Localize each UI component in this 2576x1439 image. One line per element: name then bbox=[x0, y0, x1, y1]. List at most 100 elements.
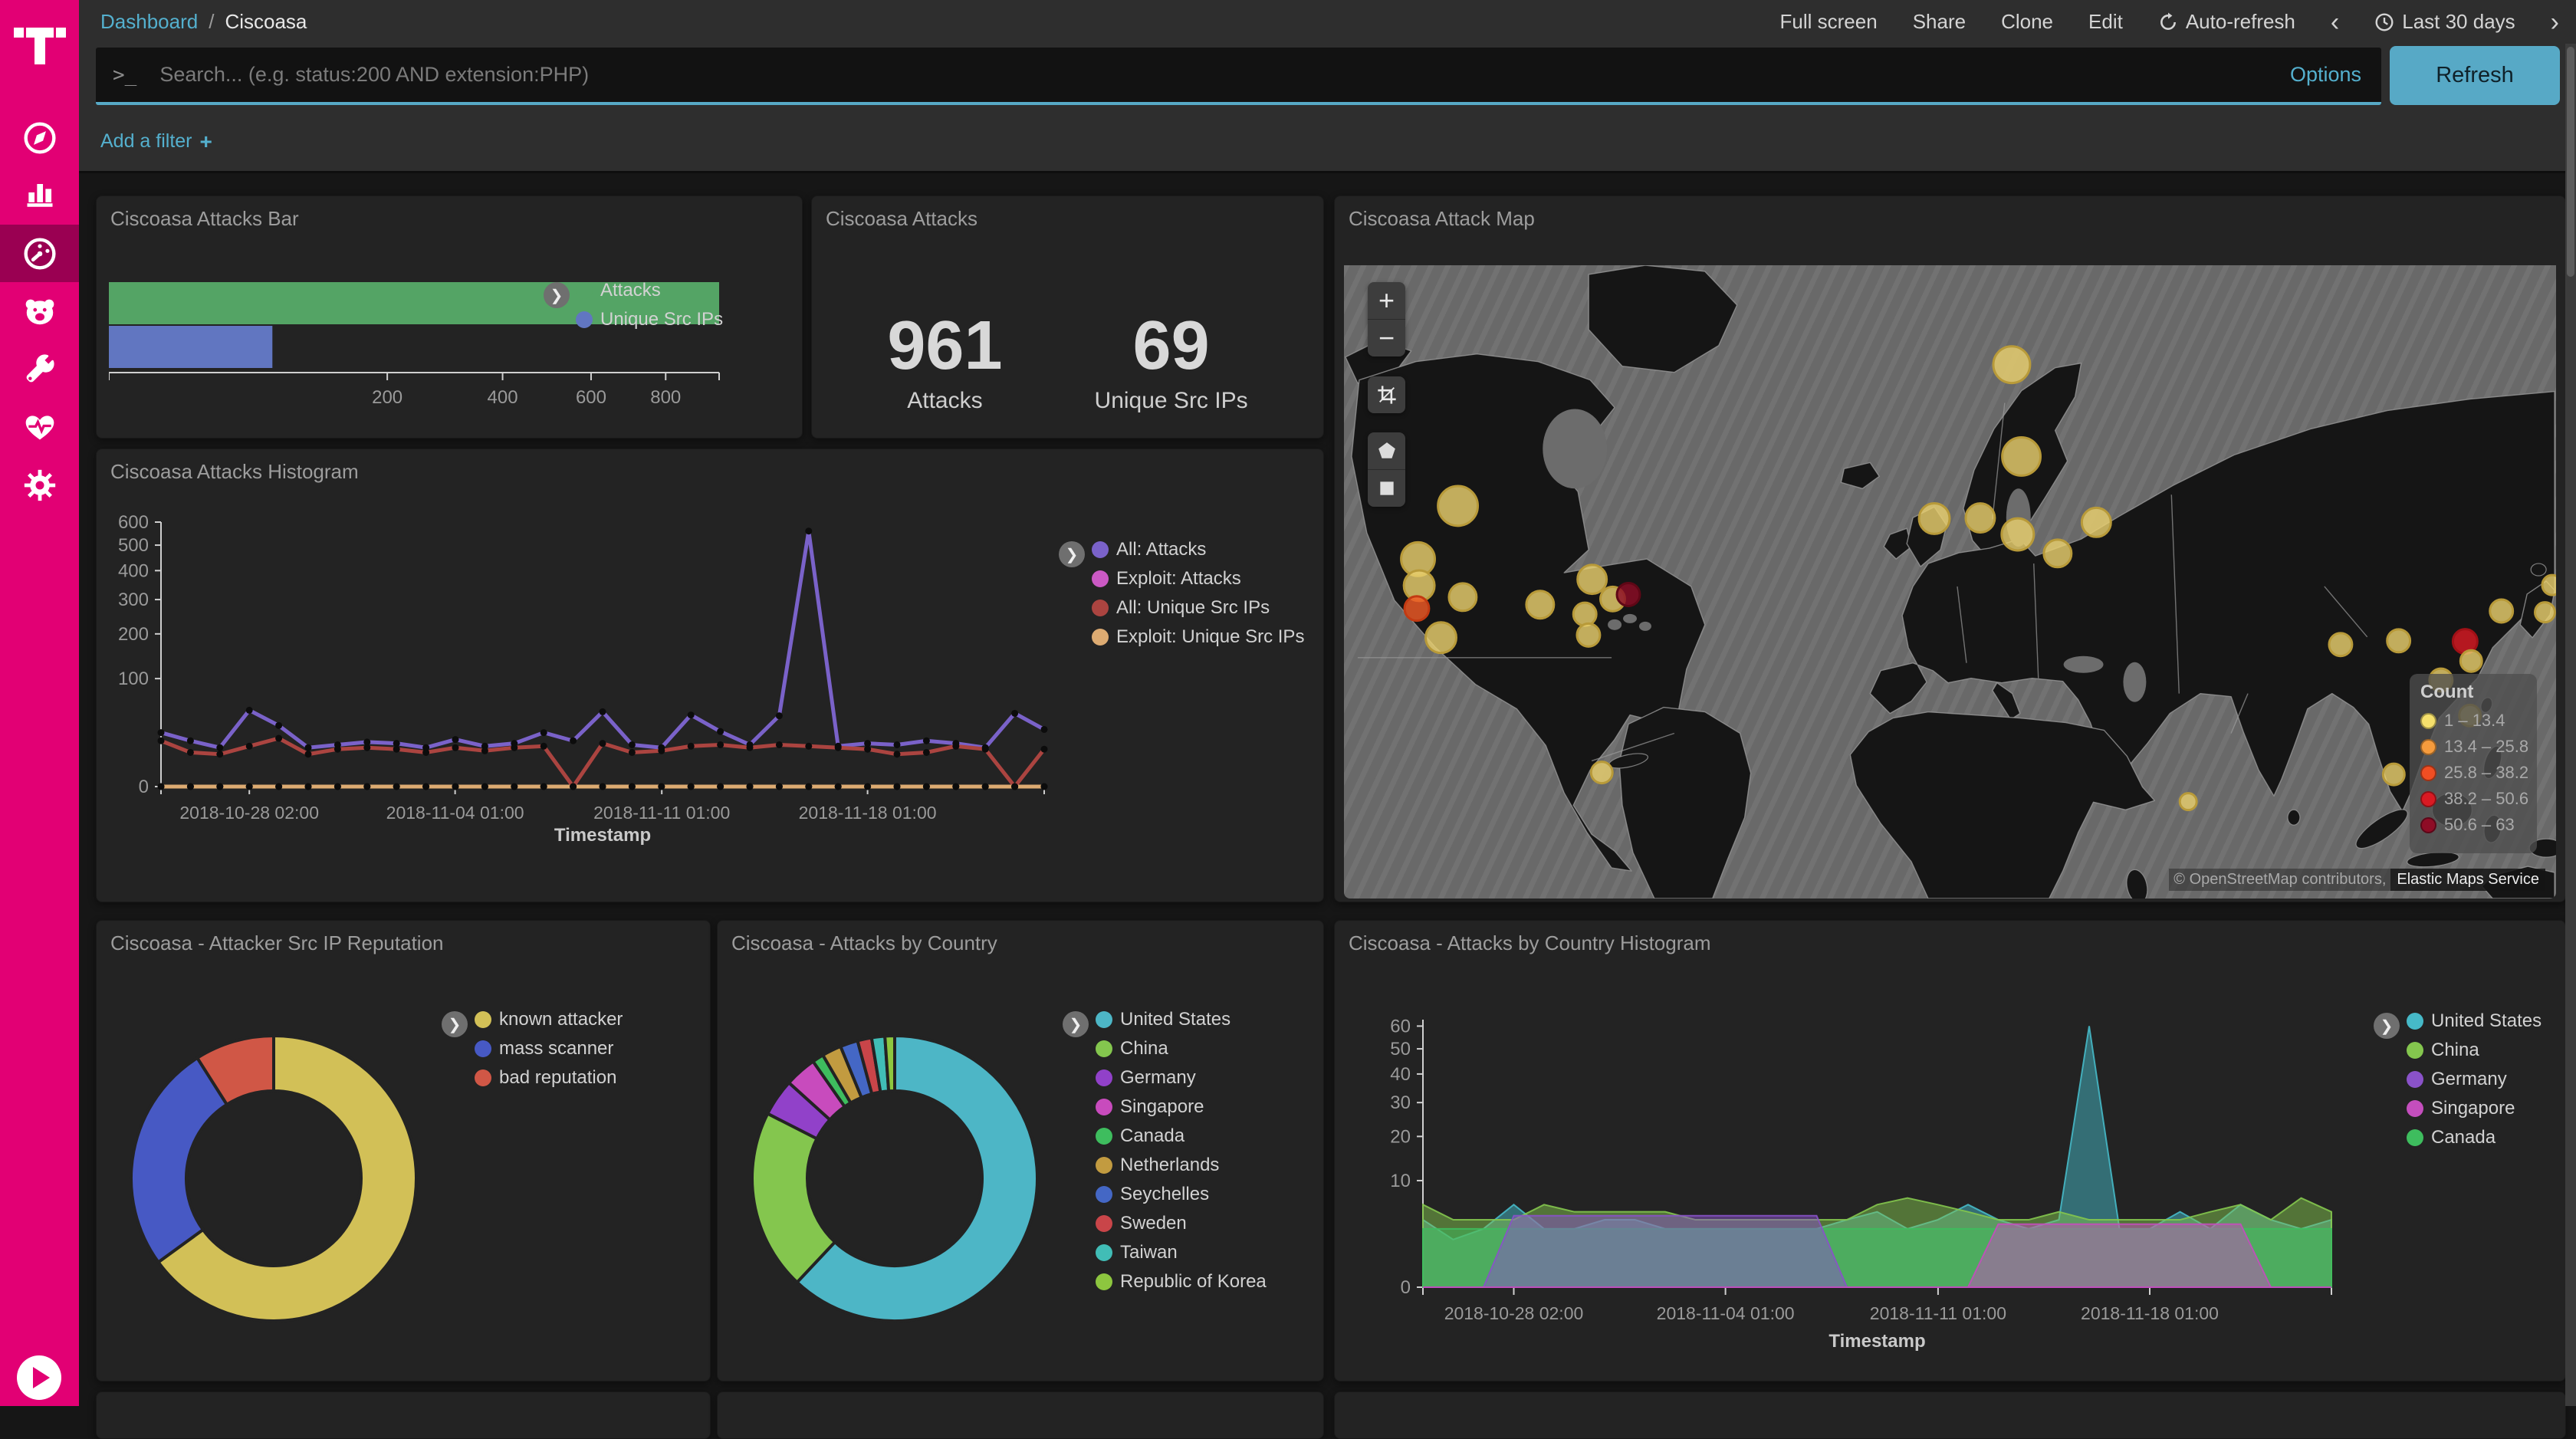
sidebar-item-dashboard[interactable] bbox=[0, 225, 79, 282]
legend-item[interactable]: Canada bbox=[1096, 1122, 1267, 1151]
donut-slice-known attacker[interactable] bbox=[156, 1033, 418, 1322]
attacks-bar-chart[interactable]: 200 400 600 800 bbox=[109, 273, 745, 419]
attack-bubble[interactable] bbox=[2541, 573, 2556, 596]
legend-toggle-icon[interactable]: ❯ bbox=[544, 282, 570, 308]
sidebar-item-apm[interactable] bbox=[0, 282, 79, 340]
legend-toggle-icon[interactable]: ❯ bbox=[1059, 541, 1085, 567]
legend-item[interactable]: Singapore bbox=[1096, 1092, 1267, 1122]
legend-item[interactable]: United States bbox=[2407, 1007, 2542, 1036]
donut-slice-China[interactable] bbox=[751, 1111, 837, 1285]
time-back-button[interactable]: ‹ bbox=[2330, 7, 2340, 37]
full-screen-button[interactable]: Full screen bbox=[1779, 10, 1878, 33]
attack-bubble[interactable] bbox=[2386, 628, 2412, 654]
legend-item[interactable]: China bbox=[2407, 1036, 2542, 1065]
legend-swatch bbox=[2407, 1129, 2423, 1146]
sidebar-item-discover[interactable] bbox=[0, 109, 79, 166]
attack-bubble[interactable] bbox=[1589, 761, 1614, 785]
search-input[interactable]: >_ Search... (e.g. status:200 AND extens… bbox=[96, 48, 2381, 105]
attack-bubble[interactable] bbox=[1424, 621, 1457, 655]
bar-Unique Src IPs[interactable] bbox=[109, 326, 273, 368]
attack-bubble[interactable] bbox=[2381, 762, 2406, 787]
sidebar-item-dev-tools[interactable] bbox=[0, 340, 79, 397]
sidebar-collapse-button[interactable] bbox=[17, 1355, 61, 1400]
attack-bubble[interactable] bbox=[1964, 502, 1996, 534]
legend-item[interactable]: Exploit: Unique Src IPs bbox=[1092, 623, 1304, 652]
donut-slice-mass scanner[interactable] bbox=[130, 1056, 229, 1265]
attack-bubble[interactable] bbox=[1615, 582, 1641, 607]
legend-item[interactable]: China bbox=[1096, 1034, 1267, 1063]
country-donut-chart[interactable] bbox=[725, 944, 1078, 1373]
t-mobile-logo-icon[interactable] bbox=[0, 11, 79, 77]
share-button[interactable]: Share bbox=[1912, 10, 1967, 33]
time-forward-button[interactable]: › bbox=[2550, 7, 2559, 37]
fit-data-bounds-button[interactable] bbox=[1368, 376, 1405, 413]
legend-item[interactable]: Singapore bbox=[2407, 1094, 2542, 1123]
legend-toggle-icon[interactable]: ❯ bbox=[1063, 1011, 1089, 1037]
attack-bubble[interactable] bbox=[1525, 590, 1556, 620]
osm-attribution[interactable]: © OpenStreetMap contributors, bbox=[2169, 869, 2391, 891]
zoom-out-button[interactable]: − bbox=[1368, 320, 1405, 356]
legend-item[interactable]: Republic of Korea bbox=[1096, 1267, 1267, 1296]
legend-item[interactable]: bad reputation bbox=[475, 1063, 623, 1092]
donut-slice-Republic of Korea[interactable] bbox=[883, 1033, 896, 1093]
attack-bubble[interactable] bbox=[2000, 517, 2036, 552]
legend-item[interactable]: All: Unique Src IPs bbox=[1092, 593, 1304, 623]
time-range-button[interactable]: Last 30 days bbox=[2374, 10, 2515, 34]
attack-bubble[interactable] bbox=[2534, 601, 2556, 624]
legend-item[interactable]: mass scanner bbox=[475, 1034, 623, 1063]
draw-polygon-button[interactable] bbox=[1368, 432, 1405, 470]
legend-item[interactable]: All: Attacks bbox=[1092, 535, 1304, 564]
legend-item[interactable]: Canada bbox=[2407, 1123, 2542, 1152]
legend-item[interactable]: Germany bbox=[2407, 1065, 2542, 1094]
legend-item[interactable]: Attacks bbox=[576, 276, 723, 305]
legend-item[interactable]: United States bbox=[1096, 1005, 1267, 1034]
attack-bubble[interactable] bbox=[1917, 501, 1951, 535]
attack-bubble[interactable] bbox=[1572, 601, 1598, 627]
query-options-link[interactable]: Options bbox=[2289, 63, 2361, 86]
legend-item[interactable]: Netherlands bbox=[1096, 1151, 1267, 1180]
attack-bubble[interactable] bbox=[2178, 792, 2198, 812]
sidebar-item-monitoring[interactable] bbox=[0, 398, 79, 455]
legend-item[interactable]: Taiwan bbox=[1096, 1238, 1267, 1267]
donut-slice-bad reputation[interactable] bbox=[195, 1033, 275, 1107]
attack-bubble[interactable] bbox=[2080, 506, 2112, 538]
attack-bubble[interactable] bbox=[1403, 595, 1431, 623]
legend-item[interactable]: known attacker bbox=[475, 1005, 623, 1034]
bar-Attacks[interactable] bbox=[109, 282, 719, 324]
attack-bubble[interactable] bbox=[1576, 563, 1608, 596]
draw-rectangle-button[interactable] bbox=[1368, 470, 1405, 507]
add-filter-button[interactable]: Add a filter + bbox=[100, 129, 212, 153]
attack-bubble[interactable] bbox=[2489, 598, 2515, 624]
attack-bubble[interactable] bbox=[1992, 345, 2032, 385]
clone-button[interactable]: Clone bbox=[2001, 10, 2054, 33]
auto-refresh-button[interactable]: Auto-refresh bbox=[2158, 10, 2295, 34]
map-canvas[interactable]: + − Cou bbox=[1344, 265, 2556, 899]
legend-item[interactable]: Exploit: Attacks bbox=[1092, 564, 1304, 593]
attack-bubble[interactable] bbox=[2459, 649, 2483, 673]
attacks-line-chart[interactable]: 0 100 200 300 400 500 600 2018-10-28 02:00 2018-… bbox=[97, 514, 1078, 898]
refresh-button[interactable]: Refresh bbox=[2390, 46, 2560, 105]
attack-bubble[interactable] bbox=[1576, 622, 1602, 648]
legend-item[interactable]: Germany bbox=[1096, 1063, 1267, 1092]
attack-bubble[interactable] bbox=[2042, 538, 2073, 569]
reputation-donut-chart[interactable] bbox=[104, 944, 457, 1373]
sidebar-item-management[interactable] bbox=[0, 456, 79, 514]
attack-bubble[interactable] bbox=[2328, 632, 2354, 658]
legend-item[interactable]: Unique Src IPs bbox=[576, 305, 723, 334]
legend-toggle-icon[interactable]: ❯ bbox=[442, 1011, 468, 1037]
legend-item[interactable]: Seychelles bbox=[1096, 1180, 1267, 1209]
attack-bubble[interactable] bbox=[1437, 485, 1480, 527]
attack-bubble[interactable] bbox=[1447, 582, 1478, 613]
sidebar-item-visualize[interactable] bbox=[0, 163, 79, 221]
scrollbar-thumb[interactable] bbox=[2567, 47, 2574, 277]
edit-button[interactable]: Edit bbox=[2088, 10, 2123, 33]
attack-bubble[interactable] bbox=[2001, 436, 2042, 477]
breadcrumb-dashboard-link[interactable]: Dashboard bbox=[100, 10, 199, 33]
donut-slice-United States[interactable] bbox=[794, 1033, 1039, 1322]
page-scrollbar[interactable] bbox=[2565, 44, 2576, 1406]
zoom-in-button[interactable]: + bbox=[1368, 282, 1405, 320]
legend-item[interactable]: Sweden bbox=[1096, 1209, 1267, 1238]
elastic-maps-attribution[interactable]: Elastic Maps Service bbox=[2390, 869, 2545, 891]
legend-toggle-icon[interactable]: ❯ bbox=[2374, 1013, 2400, 1039]
